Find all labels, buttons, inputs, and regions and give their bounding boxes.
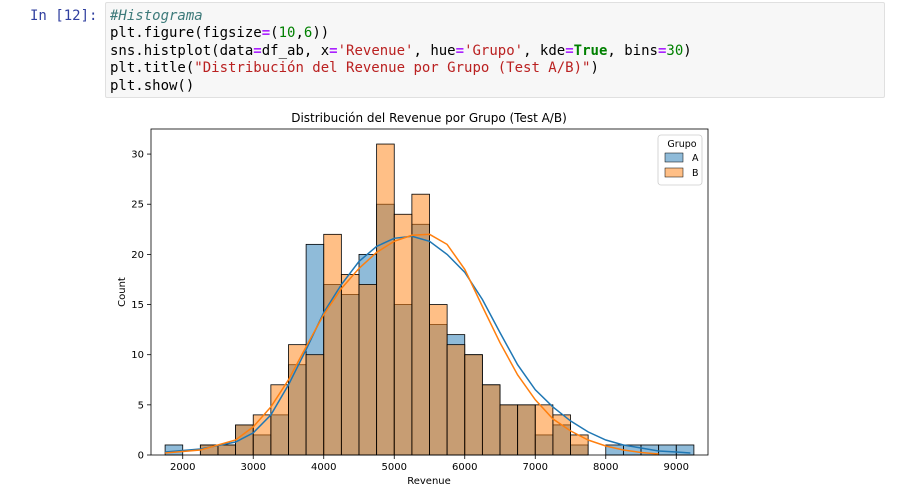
cell-output: Distribución del Revenue por Grupo (Test… [105, 105, 725, 495]
bar-b-7 [288, 344, 307, 456]
code-string: 'Revenue' [337, 42, 414, 59]
code-operator: = [565, 42, 574, 59]
y-axis-label: Count [117, 277, 128, 307]
histogram-chart: Distribución del Revenue por Grupo (Test… [117, 111, 709, 487]
code-token: df_ab, x [261, 42, 330, 59]
bars-layer [164, 143, 695, 456]
y-tick-label: 5 [138, 400, 144, 411]
y-tick-label: 30 [131, 150, 144, 161]
x-tick-label: 7000 [523, 462, 548, 473]
legend-title: Grupo [667, 139, 696, 150]
x-tick-label: 4000 [311, 462, 336, 473]
y-tick-label: 15 [131, 300, 144, 311]
code-operator: = [253, 42, 262, 59]
y-tick-label: 10 [131, 350, 144, 361]
chart-title: Distribución del Revenue por Grupo (Test… [291, 111, 567, 125]
bar-b-16 [446, 344, 466, 456]
code-editor[interactable]: #Histograma plt.figure(figsize=(10,6)) s… [110, 8, 692, 95]
bar-b-6 [270, 384, 289, 456]
bar-a-28 [658, 444, 677, 456]
code-string: "Distribución del Revenue por Grupo (Tes… [194, 60, 591, 77]
code-cell-input[interactable]: #Histograma plt.figure(figsize=(10,6)) s… [105, 2, 885, 98]
x-axis-label: Revenue [407, 476, 451, 487]
x-tick-label: 9000 [664, 462, 689, 473]
code-token: , [295, 25, 304, 42]
x-tick-label: 2000 [170, 462, 195, 473]
x-tick-label: 5000 [382, 462, 407, 473]
legend-swatch-a [664, 152, 684, 163]
code-token: plt.title( [110, 60, 195, 77]
legend-label-b: B [692, 168, 699, 179]
y-tick-label: 0 [138, 451, 144, 462]
code-token: ( [270, 25, 279, 42]
bar-b-5 [252, 414, 272, 456]
code-token: plt.show() [110, 77, 195, 94]
code-token: , kde [523, 42, 566, 59]
code-operator: = [455, 42, 465, 59]
cell-prompt: In [12]: [30, 8, 98, 24]
code-operator: = [261, 25, 271, 42]
bar-b-12 [376, 143, 395, 456]
x-tick-label: 8000 [593, 462, 618, 473]
y-tick-label: 25 [131, 200, 144, 211]
bar-b-18 [481, 384, 501, 456]
bar-b-8 [305, 354, 325, 456]
bar-b-17 [464, 354, 483, 456]
bar-b-14 [411, 193, 430, 456]
code-token: ) [683, 42, 692, 59]
y-axis: 0 5 10 15 20 25 30 [131, 150, 151, 462]
code-keyword: True [573, 42, 608, 59]
code-token: plt.figure(figsize [110, 25, 262, 42]
x-tick-label: 6000 [452, 462, 477, 473]
bar-b-15 [429, 304, 448, 456]
kde-layer [165, 233, 691, 455]
code-operator: = [329, 42, 338, 59]
bar-b-11 [358, 284, 378, 456]
kde-line-b [165, 233, 659, 455]
code-token: , bins [607, 42, 658, 59]
bar-a-29 [675, 444, 695, 456]
x-axis: 2000 3000 4000 5000 6000 7000 8000 9000 [170, 455, 689, 473]
code-token: , hue [413, 42, 456, 59]
code-token: )) [312, 25, 330, 42]
code-token: sns.histplot(data [110, 42, 254, 59]
code-token: ) [590, 60, 599, 77]
legend-label-a: A [692, 153, 699, 164]
bar-b-20 [517, 404, 536, 456]
bar-b-9 [323, 233, 342, 456]
plot-frame [150, 128, 709, 456]
x-tick-label: 3000 [241, 462, 266, 473]
bar-b-21 [534, 404, 554, 456]
legend: Grupo A B [657, 134, 703, 186]
bar-b-13 [393, 213, 413, 456]
bar-b-19 [499, 404, 519, 456]
code-number: 30 [666, 42, 684, 59]
legend-swatch-b [664, 167, 684, 178]
kde-line-a [165, 235, 691, 454]
code-number: 10 [278, 25, 296, 42]
bar-b-10 [340, 274, 360, 456]
bar-b-3 [217, 444, 237, 456]
code-comment: #Histograma [110, 8, 203, 24]
y-tick-label: 20 [131, 250, 144, 261]
code-operator: = [657, 42, 667, 59]
code-number: 6 [303, 25, 313, 42]
code-string: 'Grupo' [464, 42, 524, 59]
